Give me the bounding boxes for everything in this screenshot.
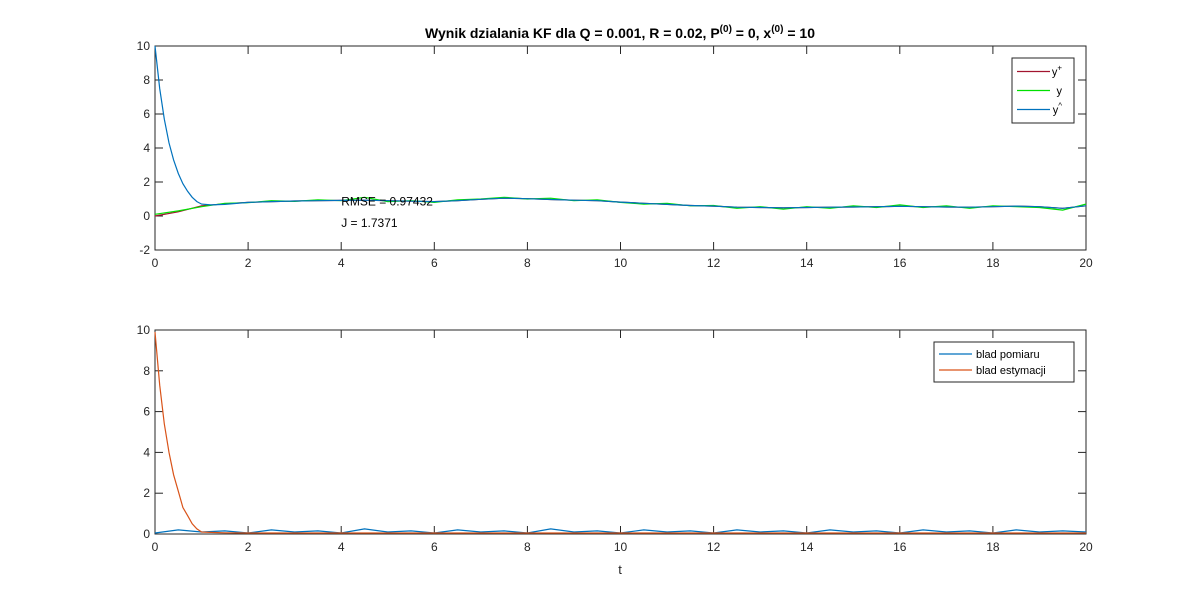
y-tick-label: 2 xyxy=(143,486,150,500)
y-tick-label: 8 xyxy=(143,73,150,87)
y-tick-label: 2 xyxy=(143,175,150,189)
x-tick-label: 14 xyxy=(800,540,814,554)
y-tick-label: 10 xyxy=(137,39,151,53)
legend-label: blad estymacji xyxy=(976,365,1046,377)
y-tick-label: -2 xyxy=(139,243,150,257)
x-tick-label: 18 xyxy=(986,256,1000,270)
x-tick-label: 2 xyxy=(245,540,252,554)
chart-title-p-superscript: (0) xyxy=(720,24,732,35)
chart-title-end: = 10 xyxy=(783,25,815,41)
y-tick-label: 4 xyxy=(143,141,150,155)
x-tick-label: 6 xyxy=(431,256,438,270)
x-tick-label: 10 xyxy=(614,540,628,554)
series-line-blad-estymacji xyxy=(154,331,1086,534)
x-tick-label: 8 xyxy=(524,256,531,270)
x-tick-label: 12 xyxy=(707,256,721,270)
legend-label-base: y xyxy=(1053,105,1059,117)
x-tick-label: 8 xyxy=(524,540,531,554)
y-tick-label: 4 xyxy=(143,445,150,459)
x-tick-label: 10 xyxy=(614,256,628,270)
legend-label: y+ xyxy=(1052,64,1063,79)
chart-title-x-superscript: (0) xyxy=(771,24,783,35)
legend-label-superscript: ^ xyxy=(1058,102,1062,111)
legend-label-superscript: + xyxy=(1057,64,1062,73)
chart-title-main: Wynik dzialania KF dla Q = 0.001, R = 0.… xyxy=(425,25,720,41)
x-tick-label: 14 xyxy=(800,256,814,270)
x-tick-label: 12 xyxy=(707,540,721,554)
series-line-y- xyxy=(154,45,1087,209)
x-tick-label: 20 xyxy=(1079,540,1093,554)
legend-box xyxy=(933,341,1075,383)
legend-label-base: y xyxy=(1057,86,1063,98)
y-tick-label: 6 xyxy=(143,107,150,121)
x-tick-label: 20 xyxy=(1079,256,1093,270)
x-tick-label: 0 xyxy=(152,540,159,554)
chart-title: Wynik dzialania KF dla Q = 0.001, R = 0.… xyxy=(425,24,815,41)
legend: y+yy^ xyxy=(1011,57,1075,124)
plot-area-frame xyxy=(154,45,1087,251)
plot-area-frame xyxy=(154,329,1087,535)
x-tick-label: 18 xyxy=(986,540,1000,554)
chart-title-mid: = 0, x xyxy=(732,25,772,41)
j-annotation: J = 1.7371 xyxy=(341,216,398,230)
y-tick-label: 0 xyxy=(143,209,150,223)
x-tick-label: 16 xyxy=(893,540,907,554)
y-tick-label: 6 xyxy=(143,405,150,419)
x-tick-label: 0 xyxy=(152,256,159,270)
x-axis-label: t xyxy=(618,562,622,577)
y-tick-label: 10 xyxy=(137,323,151,337)
legend-label: blad pomiaru xyxy=(976,349,1040,361)
legend-label: y^ xyxy=(1053,102,1063,117)
legend: blad pomiaru blad estymacji xyxy=(933,341,1075,383)
legend-label: y xyxy=(1057,86,1063,98)
y-tick-label: 8 xyxy=(143,364,150,378)
x-tick-label: 2 xyxy=(245,256,252,270)
legend-label-base: y xyxy=(1052,67,1058,79)
x-tick-label: 6 xyxy=(431,540,438,554)
x-tick-label: 4 xyxy=(338,256,345,270)
x-tick-label: 4 xyxy=(338,540,345,554)
x-tick-label: 16 xyxy=(893,256,907,270)
y-tick-label: 0 xyxy=(143,527,150,541)
rmse-annotation: RMSE = 0.97432 xyxy=(341,195,433,209)
